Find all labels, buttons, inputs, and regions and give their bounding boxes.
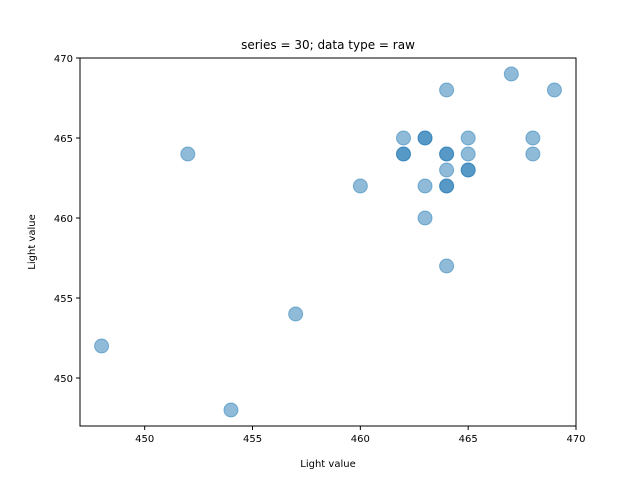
x-tick-label: 450 bbox=[135, 434, 154, 445]
y-axis-ticks: 450 455 460 465 470 bbox=[54, 54, 80, 385]
data-point bbox=[439, 258, 455, 274]
data-point bbox=[439, 162, 455, 178]
data-point bbox=[288, 306, 304, 322]
data-point bbox=[525, 146, 541, 162]
data-point bbox=[352, 178, 368, 194]
y-tick-label: 465 bbox=[54, 134, 73, 145]
data-point bbox=[395, 146, 411, 162]
data-point bbox=[417, 130, 433, 146]
x-tick-label: 470 bbox=[566, 434, 585, 445]
data-point bbox=[460, 146, 476, 162]
data-point bbox=[417, 210, 433, 226]
y-axis-label: Light value bbox=[27, 214, 38, 269]
data-point bbox=[223, 402, 239, 418]
chart-title: series = 30; data type = raw bbox=[241, 38, 415, 52]
data-point bbox=[395, 130, 411, 146]
data-point bbox=[460, 130, 476, 146]
y-tick-label: 470 bbox=[54, 54, 73, 65]
x-tick-label: 460 bbox=[351, 434, 370, 445]
data-point bbox=[180, 146, 196, 162]
data-point bbox=[94, 338, 110, 354]
y-tick-label: 460 bbox=[54, 214, 73, 225]
x-tick-label: 465 bbox=[459, 434, 478, 445]
data-point bbox=[439, 82, 455, 98]
x-tick-label: 455 bbox=[243, 434, 262, 445]
data-points bbox=[94, 66, 562, 418]
plot-area-frame bbox=[79, 57, 577, 427]
y-tick-label: 455 bbox=[54, 294, 73, 305]
data-point bbox=[525, 130, 541, 146]
x-axis-ticks: 450 455 460 465 470 bbox=[135, 426, 586, 445]
data-point bbox=[439, 178, 455, 194]
data-point bbox=[546, 82, 562, 98]
data-point bbox=[417, 178, 433, 194]
data-point bbox=[439, 146, 455, 162]
y-tick-label: 450 bbox=[54, 374, 73, 385]
data-point bbox=[503, 66, 519, 82]
data-point bbox=[460, 162, 476, 178]
x-axis-label: Light value bbox=[300, 459, 355, 470]
